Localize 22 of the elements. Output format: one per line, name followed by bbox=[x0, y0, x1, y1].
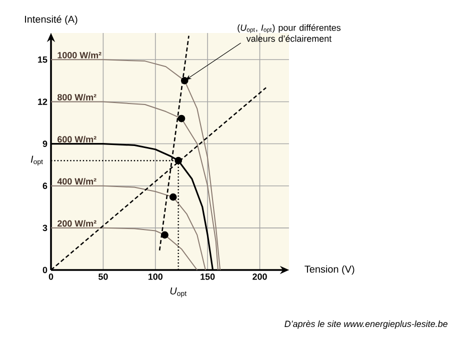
x-tick-label: 0 bbox=[48, 274, 54, 280]
series-label: 400 W/m² bbox=[57, 178, 96, 185]
ref-line-label: U$_{opt}$ bbox=[170, 288, 187, 298]
y-tick-label: 0 bbox=[42, 266, 48, 274]
x-tick-label: 100 bbox=[148, 274, 163, 280]
x-tick-label: 200 bbox=[252, 274, 267, 280]
series-label: 200 W/m² bbox=[58, 220, 96, 227]
y-tick-label: 9 bbox=[42, 140, 48, 147]
annotation: (U$_{opt}$, I$_{opt}$) pour différentes valeurs d’éclairement bbox=[238, 24, 341, 42]
x-tick-label: 150 bbox=[200, 274, 215, 280]
series-label: 1000 W/m² bbox=[58, 52, 102, 58]
x-axis-title: Tension (V) bbox=[304, 265, 354, 275]
y-tick-label: 3 bbox=[42, 224, 48, 232]
y-tick-label: 6 bbox=[42, 182, 48, 190]
x-tick-label: 50 bbox=[98, 274, 108, 280]
y-tick-label: 12 bbox=[38, 98, 48, 105]
ref-line-label: I$_{opt}$ bbox=[30, 156, 43, 166]
y-tick-label: 15 bbox=[38, 56, 48, 63]
y-axis-title: Intensité (A) bbox=[25, 15, 78, 25]
text: D’après le site www.energieplus-lesite.be bbox=[284, 320, 448, 329]
series-label: 800 W/m² bbox=[57, 94, 96, 101]
series-label: 600 W/m² bbox=[58, 136, 96, 143]
